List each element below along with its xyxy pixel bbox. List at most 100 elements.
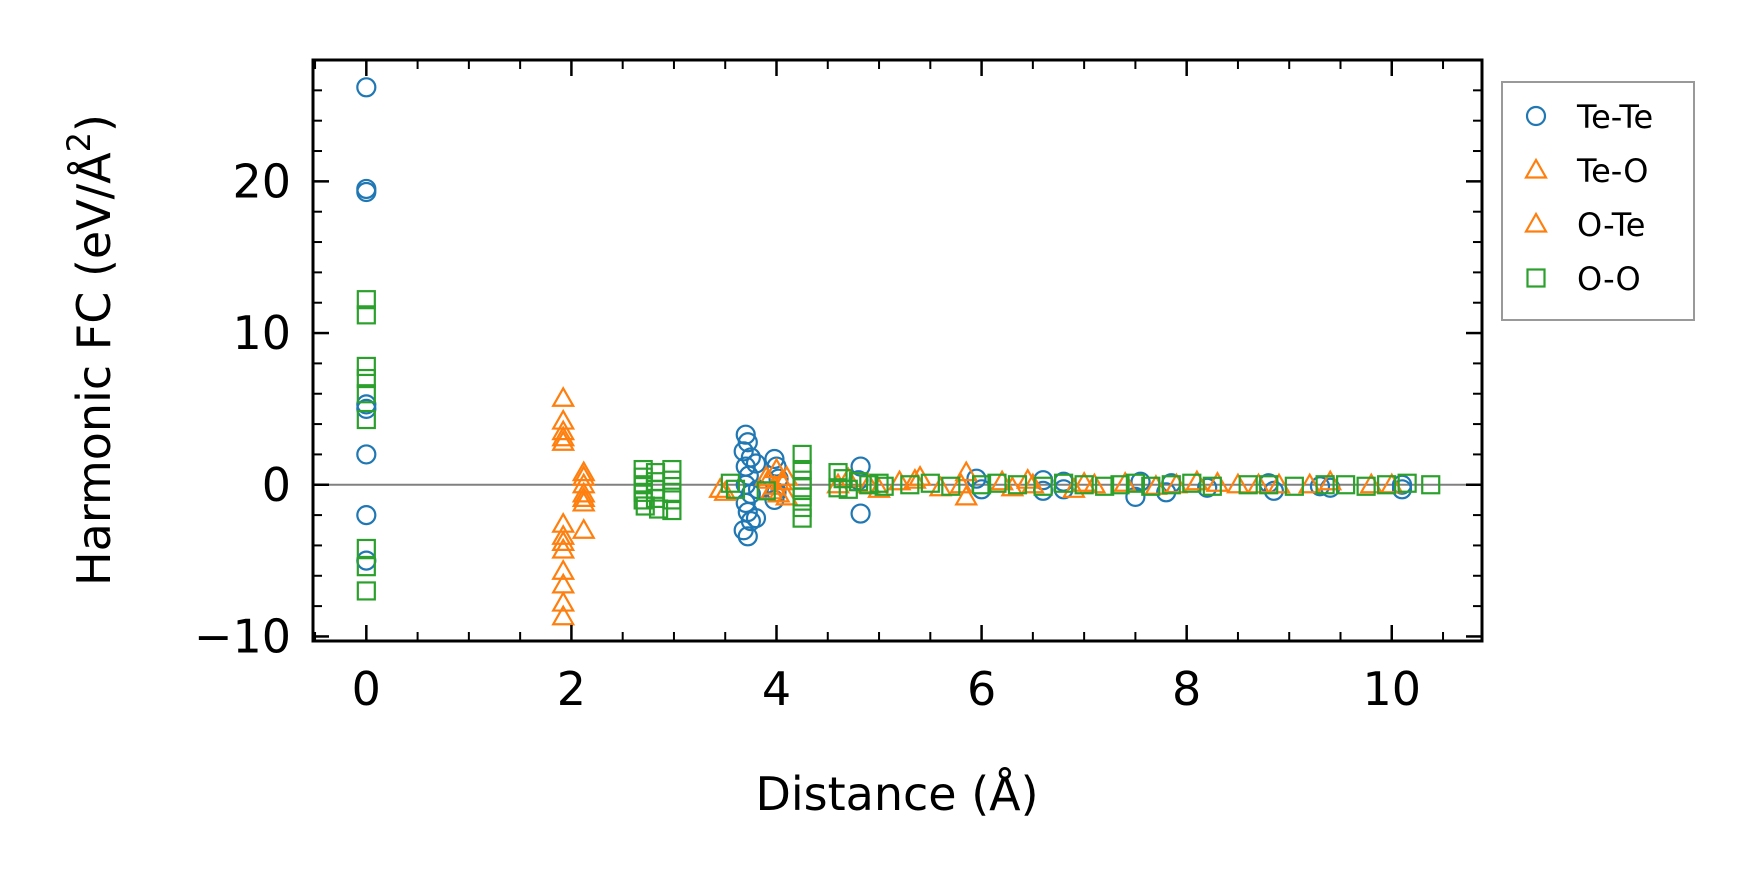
point-o-o <box>356 368 376 389</box>
point-te-o <box>990 469 1014 491</box>
point-o-o <box>356 290 376 310</box>
point-te-te <box>356 504 377 526</box>
point-te-o <box>571 518 596 539</box>
point-te-o <box>551 604 576 626</box>
point-o-o <box>356 384 376 404</box>
point-te-te <box>737 432 758 453</box>
point-te-o <box>1113 471 1138 492</box>
point-te-te <box>850 503 871 524</box>
point-o-o <box>1054 473 1074 493</box>
point-o-o <box>987 473 1007 493</box>
point-o-te <box>774 464 799 486</box>
point-te-o <box>551 386 576 407</box>
point-o-te <box>1000 475 1025 497</box>
point-te-o <box>1061 477 1086 498</box>
point-o-o <box>971 475 992 495</box>
point-o-o <box>356 409 376 430</box>
legend-frame <box>1501 81 1695 321</box>
point-o-o <box>900 475 920 495</box>
point-te-o <box>551 590 576 612</box>
y-axis-label-superscript: 2 <box>60 132 98 152</box>
legend-label-o-te: O-Te <box>1577 206 1645 244</box>
point-te-te <box>733 520 754 541</box>
point-te-o <box>887 469 912 491</box>
point-o-o <box>1202 476 1222 496</box>
point-te-o <box>954 484 979 506</box>
point-te-te <box>356 398 377 420</box>
point-o-o <box>1377 475 1397 495</box>
point-o-o <box>662 470 682 490</box>
point-te-o <box>954 460 979 482</box>
point-o-o <box>1161 475 1181 495</box>
point-o-o <box>874 476 894 496</box>
point-o-o <box>662 490 682 510</box>
point-o-o <box>1336 475 1356 495</box>
x-tick-label: 10 <box>1362 662 1421 716</box>
point-te-o <box>551 419 576 441</box>
y-axis-label-main: Harmonic FC (eV/Å <box>67 152 121 586</box>
point-o-o <box>1238 475 1258 495</box>
point-te-te <box>735 492 756 514</box>
x-tick-label: 0 <box>352 662 381 716</box>
legend-markers <box>1524 105 1548 288</box>
point-te-o <box>1226 472 1250 494</box>
point-o-te <box>1072 471 1097 492</box>
point-o-te <box>949 472 973 494</box>
point-te-o <box>708 477 732 498</box>
point-o-o <box>356 538 376 559</box>
point-o-o <box>356 305 376 325</box>
point-te-o <box>826 472 850 494</box>
point-o-o <box>1141 476 1161 496</box>
y-tick-label: 0 <box>262 458 291 512</box>
point-o-te <box>551 524 576 545</box>
x-tick-label: 6 <box>967 662 996 716</box>
point-o-o <box>792 497 812 518</box>
point-o-o <box>792 487 812 507</box>
x-tick-label: 8 <box>1172 662 1201 716</box>
point-o-o <box>356 356 376 377</box>
legend-label-te-o: Te-O <box>1576 152 1648 190</box>
point-o-o <box>1397 473 1417 493</box>
point-te-o <box>1318 469 1343 491</box>
point-o-te <box>551 425 576 447</box>
point-o-te <box>571 486 596 508</box>
point-o-o <box>725 479 746 499</box>
data-markers <box>356 77 1441 626</box>
point-te-o <box>1015 467 1040 489</box>
point-o-o <box>756 481 776 501</box>
point-o-o <box>1421 475 1441 495</box>
point-o-o <box>1110 475 1130 495</box>
point-o-o <box>920 473 940 493</box>
point-o-o <box>1356 476 1376 496</box>
legend-marker-o-te <box>1524 211 1548 233</box>
point-o-o <box>941 476 961 496</box>
point-o-o <box>1074 475 1094 495</box>
point-o-te <box>1297 472 1322 494</box>
point-te-te <box>733 441 754 462</box>
y-axis-label: Harmonic FC (eV/Å2) <box>60 114 121 586</box>
point-o-o <box>1259 475 1279 495</box>
point-o-te <box>867 477 891 498</box>
point-te-te <box>356 181 377 203</box>
point-te-o <box>551 430 576 451</box>
point-te-te <box>745 508 767 529</box>
point-te-o <box>551 559 576 580</box>
x-tick-label: 4 <box>762 662 791 716</box>
point-o-te <box>1246 472 1271 494</box>
legend-label-te-te: Te-Te <box>1576 98 1653 136</box>
point-o-o <box>1033 476 1053 496</box>
plot-frame <box>311 58 1484 643</box>
point-o-o <box>720 473 740 493</box>
point-o-o <box>833 469 853 489</box>
point-o-te <box>571 481 596 503</box>
point-o-o <box>792 444 812 465</box>
x-axis-label: Distance (Å) <box>755 767 1038 821</box>
point-te-te <box>737 526 758 547</box>
point-o-o <box>848 472 869 492</box>
point-o-o <box>662 459 682 480</box>
point-o-te <box>551 572 576 594</box>
point-o-o <box>792 459 812 480</box>
legend-marker-o-o <box>1526 268 1546 288</box>
point-o-o <box>792 508 812 528</box>
point-o-o <box>662 500 682 521</box>
